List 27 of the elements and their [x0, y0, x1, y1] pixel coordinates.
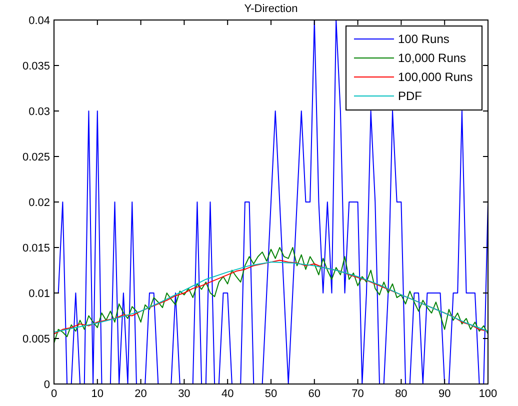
legend-label: 100 Runs [398, 32, 450, 46]
y-tick-label: 0.035 [22, 60, 50, 72]
x-tick-label: 40 [221, 388, 234, 400]
x-tick-label: 10 [91, 388, 104, 400]
x-tick-label: 0 [50, 388, 58, 400]
y-tick-label: 0 [44, 379, 50, 391]
x-tick-label: 70 [352, 388, 364, 400]
legend-label: PDF [398, 89, 422, 103]
x-tick-label: 80 [395, 388, 408, 400]
x-tick-label: 50 [264, 388, 278, 400]
line-series [54, 247, 488, 344]
x-tick-label: 90 [438, 388, 451, 400]
y-tick-label: 0.01 [28, 288, 50, 300]
chart-title: Y-Direction [244, 3, 298, 15]
legend-label: 10,000 Runs [398, 51, 466, 65]
y-tick-label: 0.015 [22, 242, 50, 254]
y-tick-label: 0.04 [28, 15, 50, 27]
x-tick-label: 30 [178, 388, 190, 400]
y-tick-label: 0.03 [28, 106, 50, 118]
x-tick-label: 60 [308, 388, 321, 400]
y-tick-label: 0.005 [22, 334, 50, 346]
x-tick-label: 100 [478, 388, 498, 400]
y-tick-label: 0.025 [22, 152, 50, 164]
legend-label: 100,000 Runs [398, 70, 473, 84]
y-tick-label: 0.02 [28, 197, 50, 209]
x-tick-label: 20 [134, 388, 147, 400]
line-series [54, 20, 488, 384]
